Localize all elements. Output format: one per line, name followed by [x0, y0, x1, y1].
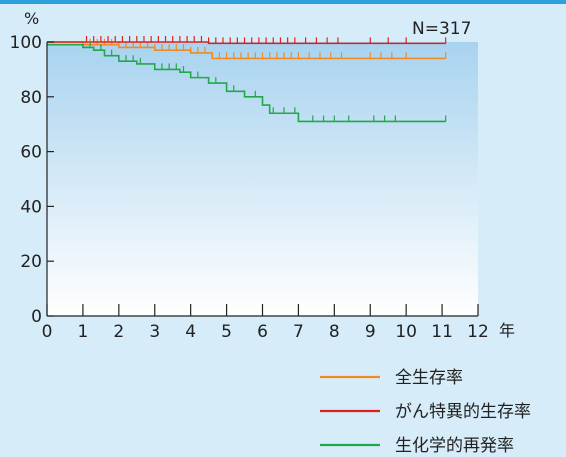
x-tick-label: 11: [431, 322, 453, 342]
x-tick-label: 1: [78, 322, 89, 342]
plot-area: [47, 42, 478, 316]
y-tick-label: 80: [20, 88, 42, 108]
y-tick-label: 60: [20, 143, 42, 163]
series-line: [47, 43, 446, 123]
legend-item-0: 全生存率: [320, 368, 463, 388]
x-tick-label: 5: [221, 322, 232, 342]
x-tick-label: 6: [257, 322, 268, 342]
y-tick-label: 0: [31, 307, 42, 327]
x-tick-label: 12: [467, 322, 489, 342]
legend-label: 全生存率: [395, 368, 463, 388]
x-tick-label: 0: [42, 322, 53, 342]
legend-item-2: 生化学的再発率: [320, 436, 514, 456]
x-tick-label: 7: [293, 322, 304, 342]
x-tick-label: 3: [149, 322, 160, 342]
x-unit-label: 年: [499, 321, 515, 340]
y-unit-label: %: [24, 9, 39, 28]
series-1: [47, 36, 447, 45]
legend-item-1: がん特異的生存率: [320, 402, 531, 422]
x-tick-label: 4: [185, 322, 196, 342]
legend-label: 生化学的再発率: [395, 436, 514, 456]
x-tick-label: 10: [395, 322, 417, 342]
y-tick-label: 40: [20, 197, 42, 217]
legend-label: がん特異的生存率: [395, 402, 531, 422]
series-2: [47, 41, 447, 123]
y-tick-label: 20: [20, 252, 42, 272]
sample-size-label: N=317: [412, 19, 471, 39]
x-tick-label: 8: [329, 322, 340, 342]
x-tick-label: 9: [365, 322, 376, 342]
y-tick-label: 100: [10, 33, 42, 53]
x-tick-label: 2: [113, 322, 124, 342]
